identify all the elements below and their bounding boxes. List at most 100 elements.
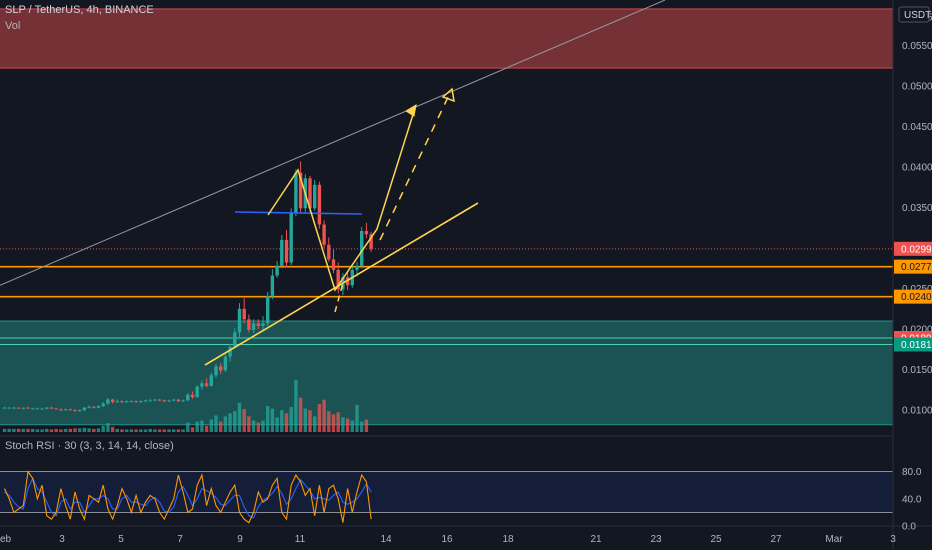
volume-bar [115,428,119,432]
time-tick-label: 18 [502,534,514,545]
candle [7,407,11,409]
volume-bar [35,429,40,432]
volume-bar [63,428,68,432]
volume-bar [26,428,30,432]
candle [200,383,204,387]
price-badge-label: 0.0181 [901,340,932,351]
candle [68,409,72,411]
volume-bar [284,413,289,432]
time-tick-label: 3 [890,534,896,545]
stoch-rsi-tick-label: 80.0 [902,467,922,478]
candle [157,399,162,401]
price-badge [894,289,932,304]
volume-bar [21,428,25,432]
time-tick-label: 27 [770,534,782,545]
candle [317,184,322,225]
candle [275,265,279,276]
volume-bar [364,419,369,432]
volume-bar [153,429,157,432]
volume-bar [345,418,350,432]
time-tick-label: 25 [710,534,722,545]
volume-bar [49,429,54,432]
volume-bar [270,408,275,432]
volume-bar [54,428,58,432]
volume-bar [280,410,284,432]
price-badge [894,337,932,352]
volume-bar [200,420,204,432]
candle [322,224,326,245]
volume-bar [251,420,256,432]
volume-bar [233,411,237,432]
volume-bar [204,425,209,432]
volume-bar [317,403,322,432]
candle [313,184,317,209]
volume-bar [327,411,331,432]
candle [360,230,364,266]
price-tick-label: 0.0150 [902,365,932,376]
candle [139,401,143,403]
trend-line-upper [0,0,666,286]
volume-bar [247,416,251,432]
price-badge-label: 0.0240 [901,292,932,303]
volume-bar [209,419,213,432]
stoch-rsi-band [0,471,893,513]
volume-bar [106,423,110,432]
volume-bar [289,407,293,432]
candle [16,407,21,409]
currency-box [898,6,930,23]
volume-bar [336,412,340,432]
candle [190,394,195,398]
volume-bar [143,429,148,432]
volume-bar [350,420,354,432]
volume-bar [313,416,317,432]
volume-bar [341,417,345,432]
volume-bar [219,421,223,432]
candle [59,409,63,411]
time-tick-label: Mar [825,534,843,545]
candle [172,399,176,401]
stoch-rsi-label: Stoch RSI · 30 (3, 3, 14, 14, close) [5,440,174,452]
candle [233,332,237,347]
candle [176,399,181,402]
volume-bar [92,428,96,432]
volume-bar [214,415,218,432]
price-badge [894,241,932,256]
candle [256,323,260,326]
volume-bar [172,429,176,432]
candle [78,410,82,412]
projection-dashed [379,92,451,241]
candle [63,409,68,411]
candle [261,323,265,326]
price-tick-label: 0.0450 [902,122,932,133]
volume-bar [157,429,162,432]
time-tick-label: 3 [59,534,65,545]
candle [214,366,218,376]
candle [284,239,289,263]
volume-bar [298,397,303,432]
candle [331,259,336,270]
candle [280,239,284,266]
candle [26,407,30,409]
volume-bar [87,428,91,432]
volume-bar [68,428,72,432]
candle [31,408,35,410]
candle [82,407,87,411]
time-tick-label: 7 [177,534,183,545]
candle [153,399,157,401]
stoch-rsi-tick-label: 0.0 [902,522,916,533]
candle [242,308,246,320]
volume-bar [186,422,190,432]
time-tick-label: 21 [590,534,602,545]
candle [101,403,105,407]
volume-bar [78,428,82,432]
candle [96,406,101,408]
candle [49,407,54,409]
trend-line-lower [204,202,479,366]
candle [308,178,312,209]
stoch-rsi-k-line [4,470,372,524]
volume-bar [40,429,44,432]
volume-bar [120,429,124,432]
volume-bar [134,429,138,432]
price-tick-label: 0.0250 [902,284,932,295]
